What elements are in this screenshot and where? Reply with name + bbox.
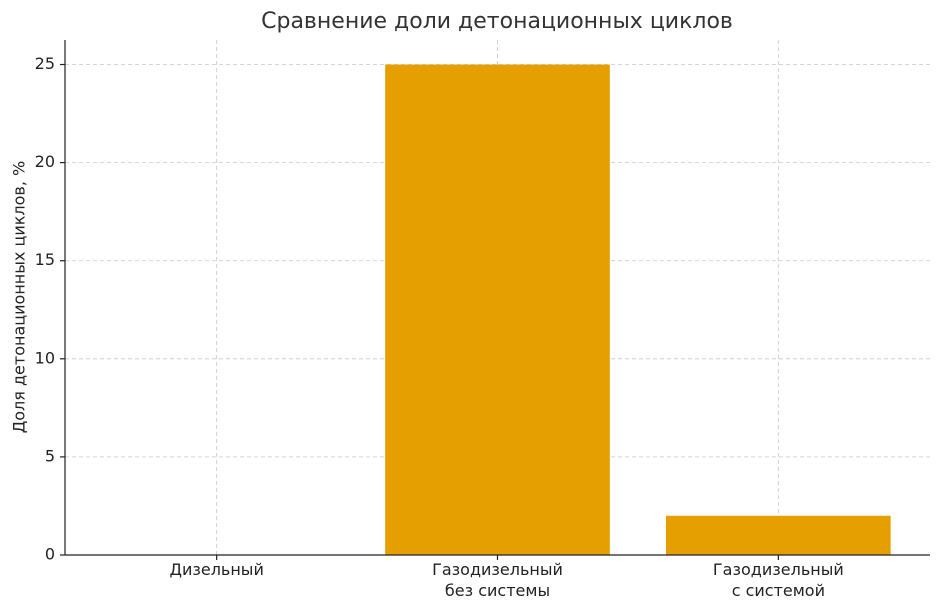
y-axis-label: Доля детонационных циклов, % [10,161,29,433]
y-tick-label: 10 [35,348,55,367]
x-tick-label: Дизельный [169,560,263,579]
x-tick-label: Газодизельный с системой [713,560,844,600]
y-tick-label: 5 [45,446,55,465]
chart-title: Сравнение доли детонационных циклов [261,9,733,34]
x-tick-label: Газодизельный без системы [432,560,563,600]
y-tick-label: 15 [35,250,55,269]
y-tick-label: 0 [45,545,55,564]
bar [666,515,891,555]
y-tick-label: 25 [35,54,55,73]
bar [385,64,610,556]
y-tick-label: 20 [35,152,55,171]
